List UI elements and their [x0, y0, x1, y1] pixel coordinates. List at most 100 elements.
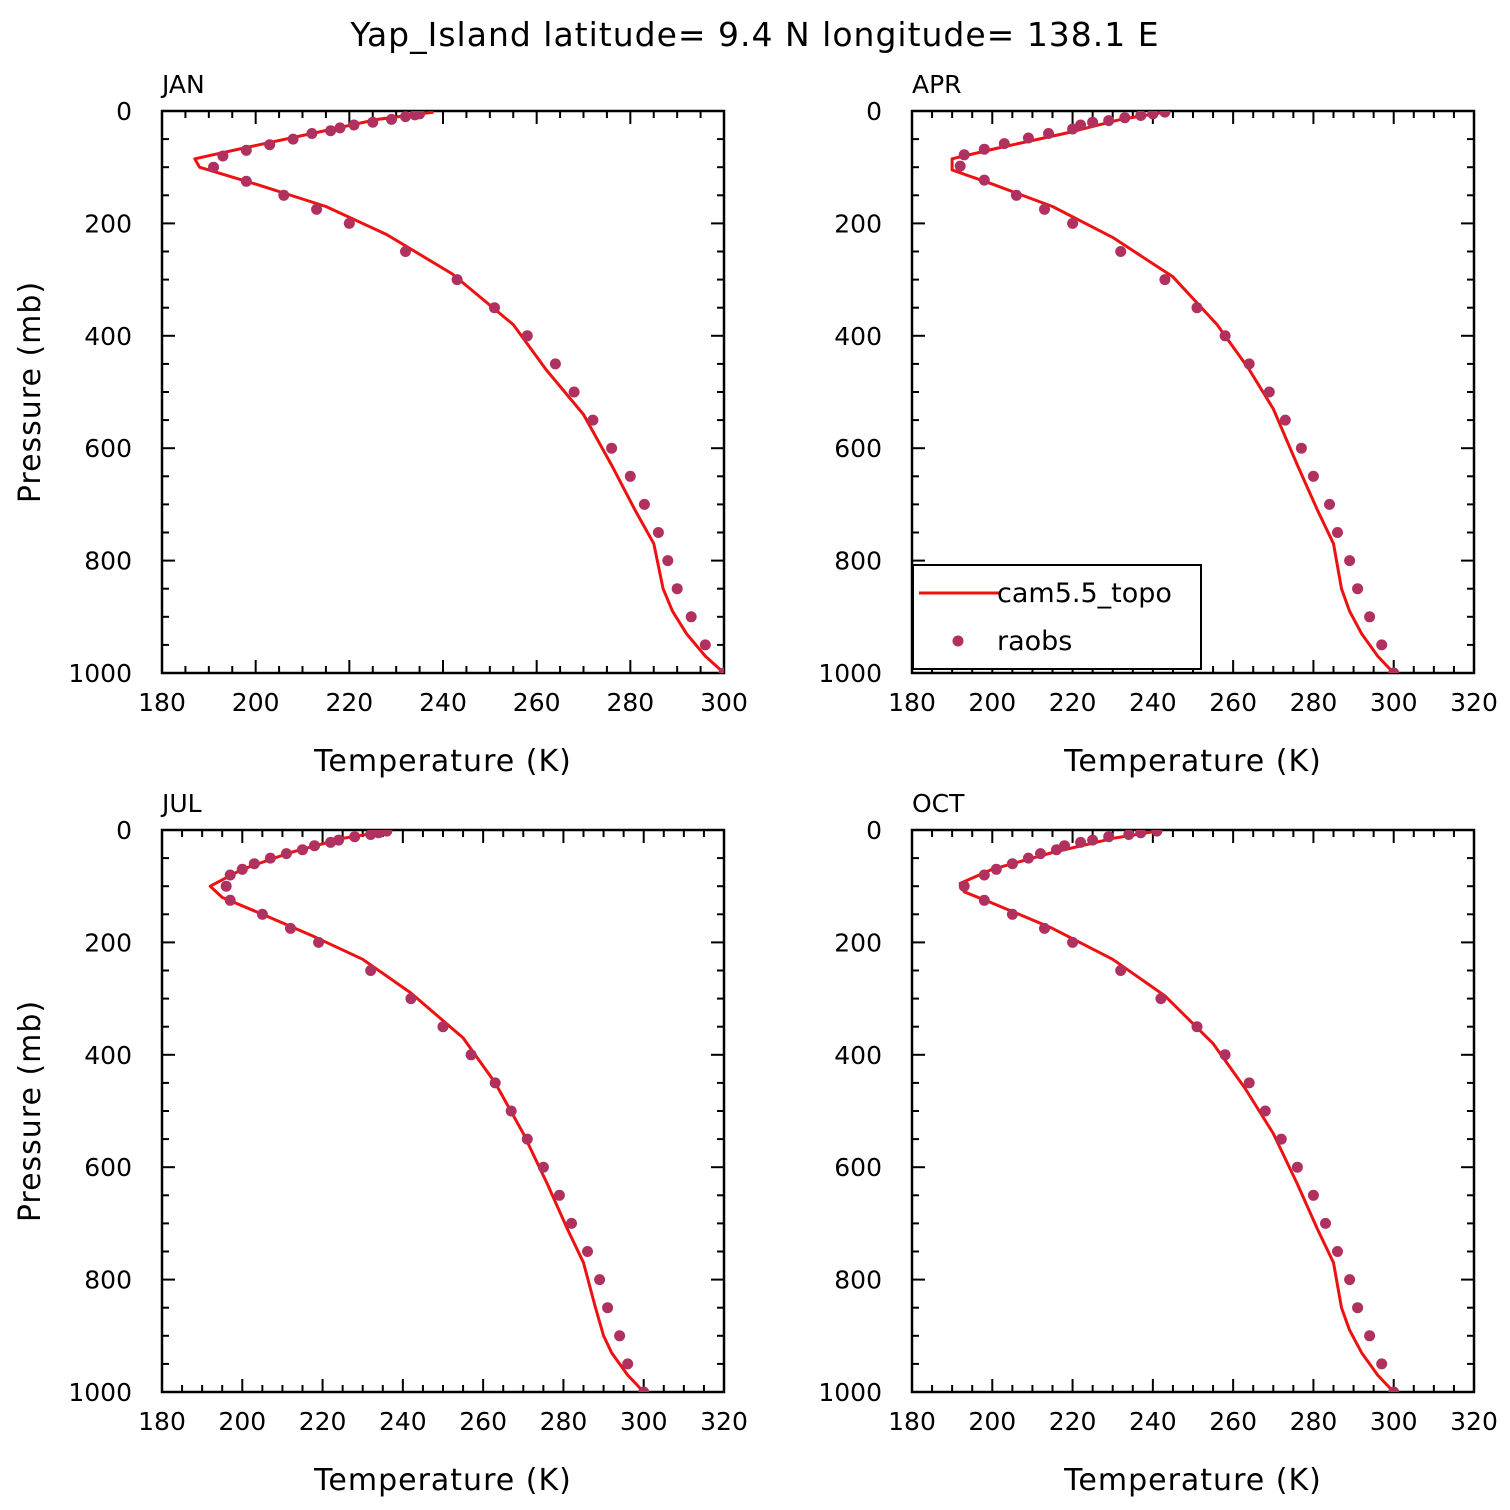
obs-point — [1279, 414, 1291, 426]
obs-point — [537, 1161, 549, 1173]
obs-point — [553, 1189, 565, 1201]
x-tick-label: 260 — [1209, 688, 1257, 717]
x-tick-label: 300 — [1370, 688, 1418, 717]
obs-point — [1191, 1021, 1203, 1033]
obs-point — [217, 150, 229, 162]
obs-point — [1067, 123, 1079, 135]
obs-point — [325, 125, 337, 137]
obs-point — [208, 161, 219, 173]
x-tick-label: 220 — [299, 1407, 347, 1436]
y-tick-label: 0 — [866, 816, 882, 845]
obs-point — [465, 1049, 477, 1061]
obs-point — [1291, 1161, 1303, 1173]
panel-label: OCT — [912, 789, 965, 818]
obs-point — [1039, 203, 1050, 215]
x-tick-label: 200 — [218, 1407, 266, 1436]
x-axis-label: Temperature (K) — [313, 1463, 572, 1498]
obs-point — [1295, 442, 1307, 454]
obs-point — [400, 111, 411, 123]
x-tick-label: 180 — [888, 1407, 936, 1436]
obs-point — [1087, 834, 1099, 846]
panel-apr: 180 200 220 240 260 280 300 320 0 200 400 600 800 100… — [818, 70, 1497, 779]
x-tick-label: 300 — [700, 688, 748, 717]
obs-point — [1115, 965, 1127, 976]
obs-point — [1022, 852, 1034, 864]
x-tick-label: 260 — [1209, 1407, 1257, 1436]
y-tick-label: 600 — [84, 1153, 132, 1182]
x-tick-label: 280 — [540, 1407, 588, 1436]
obs-point — [1043, 128, 1054, 139]
y-tick-label: 800 — [84, 1266, 132, 1295]
obs-point — [365, 830, 377, 840]
obs-point — [264, 852, 276, 864]
plot-frame — [160, 828, 726, 1394]
panel-label: JUL — [160, 789, 202, 818]
obs-point — [582, 1246, 593, 1257]
panel-label: JAN — [160, 70, 205, 99]
obs-point — [958, 149, 970, 161]
legend-obs-label: raobs — [997, 626, 1072, 657]
obs-point — [1051, 844, 1062, 856]
obs-point — [638, 498, 650, 510]
y-tick-label: 400 — [84, 1041, 132, 1070]
obs-point — [278, 189, 290, 201]
obs-point — [287, 133, 299, 145]
obs-point — [1022, 132, 1034, 144]
obs-point — [671, 583, 683, 595]
model-profile-line — [193, 111, 724, 673]
y-tick-label: 600 — [84, 434, 132, 463]
obs-point — [521, 330, 533, 342]
data-area — [208, 830, 650, 1392]
obs-point — [348, 119, 360, 131]
obs-point — [549, 358, 561, 370]
x-tick-label: 260 — [459, 1407, 507, 1436]
y-tick-label: 200 — [84, 209, 132, 238]
data-area — [958, 830, 1400, 1392]
obs-point — [1119, 112, 1131, 124]
x-tick-label: 240 — [1129, 1407, 1177, 1436]
obs-point — [1352, 1302, 1364, 1314]
obs-point — [1219, 330, 1231, 342]
obs-point — [505, 1105, 517, 1117]
obs-point — [325, 836, 337, 848]
obs-point — [1159, 111, 1171, 118]
obs-point — [365, 965, 377, 976]
obs-point — [285, 922, 296, 934]
obs-point — [240, 175, 252, 187]
x-tick-label: 280 — [606, 688, 654, 717]
obs-point — [1067, 936, 1079, 948]
obs-point — [248, 858, 260, 870]
obs-point — [405, 993, 417, 1005]
y-tick-label: 400 — [834, 1041, 882, 1070]
obs-point — [1352, 583, 1364, 595]
obs-point — [624, 470, 636, 482]
obs-point — [280, 848, 292, 860]
obs-point — [990, 863, 1002, 875]
obs-point — [614, 1330, 626, 1342]
obs-point — [224, 869, 236, 881]
x-axis-label: Temperature (K) — [313, 744, 572, 779]
obs-point — [1388, 667, 1400, 673]
obs-point — [313, 936, 325, 948]
x-tick-label: 240 — [419, 688, 467, 717]
y-tick-label: 200 — [84, 928, 132, 957]
obs-point — [1388, 1386, 1400, 1392]
obs-point — [1332, 527, 1343, 538]
obs-point — [1191, 302, 1203, 314]
x-tick-label: 220 — [1049, 1407, 1097, 1436]
obs-point — [978, 143, 990, 155]
obs-point — [1115, 246, 1127, 257]
obs-point — [978, 894, 990, 906]
panel-jan: 180 200 220 240 260 280 300 0 200 400 600 800 1000 JA… — [13, 70, 748, 779]
obs-point — [954, 160, 966, 172]
obs-point — [297, 844, 308, 856]
obs-point — [1155, 993, 1167, 1005]
obs-point — [1135, 830, 1147, 839]
data-area — [193, 111, 724, 673]
x-tick-label: 280 — [1290, 688, 1338, 717]
x-tick-label: 260 — [513, 688, 561, 717]
y-tick-label: 400 — [84, 322, 132, 351]
obs-point — [1219, 1049, 1231, 1061]
x-tick-label: 220 — [1049, 688, 1097, 717]
